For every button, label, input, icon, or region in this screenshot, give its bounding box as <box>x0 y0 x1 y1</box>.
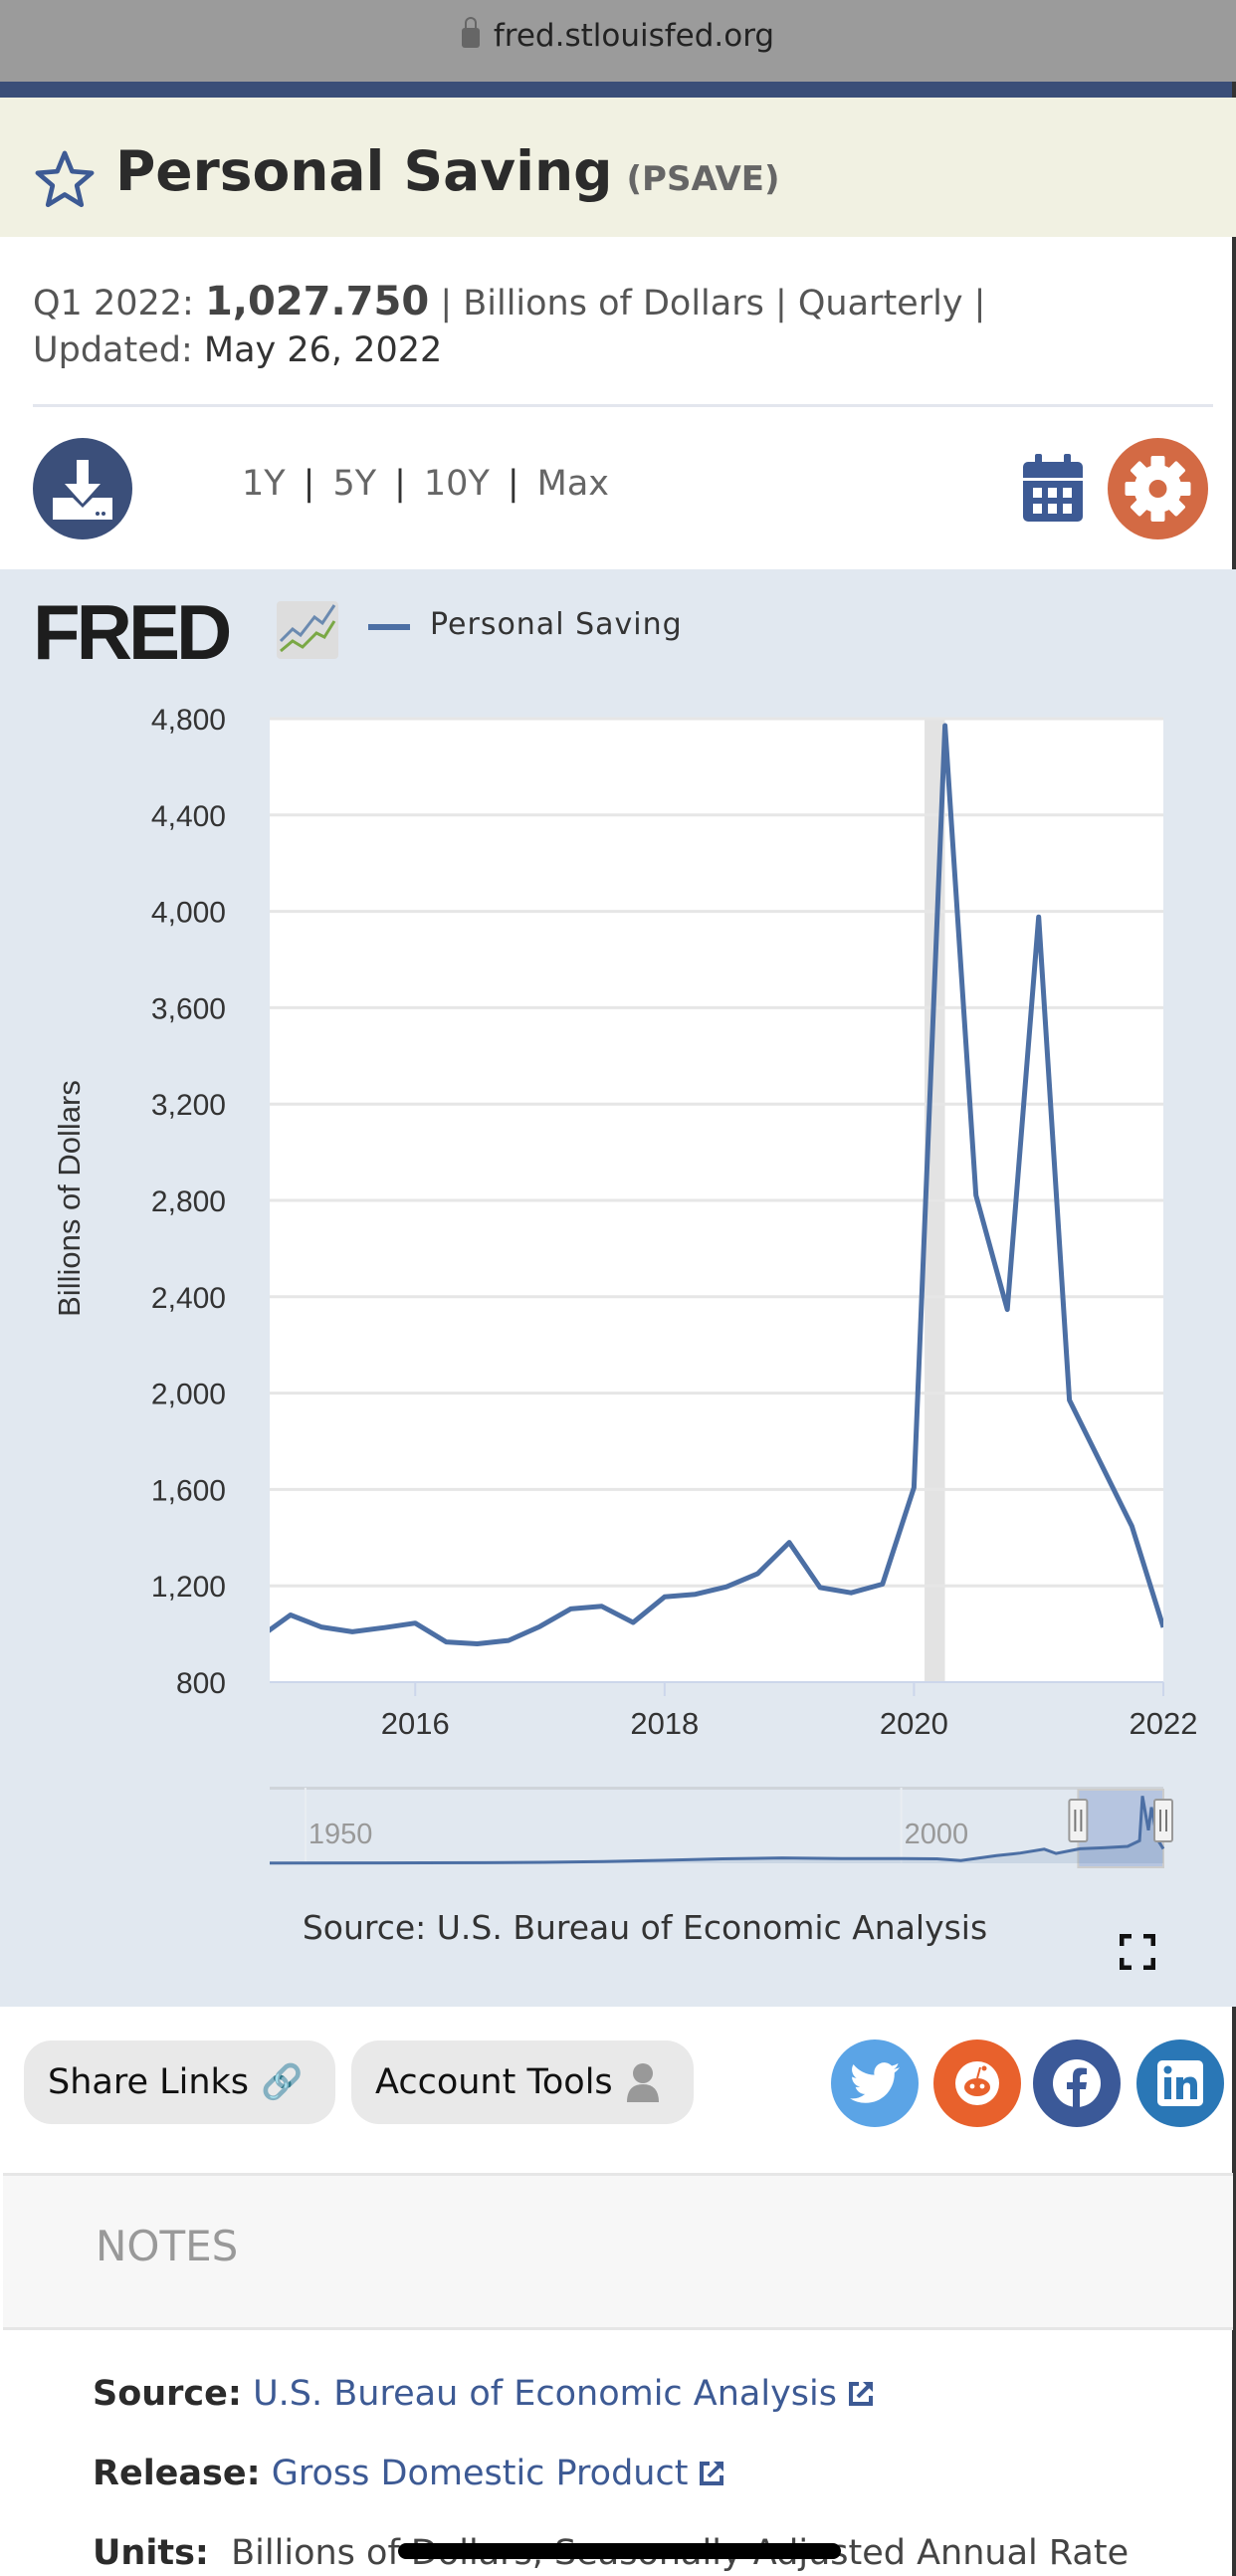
y-tick-label: 2,800 <box>151 1185 226 1218</box>
updated-label: Updated: <box>33 330 193 370</box>
download-icon <box>53 460 112 520</box>
top-strip <box>0 82 1236 98</box>
star-icon[interactable] <box>34 149 96 211</box>
navigator-tick-label: 2000 <box>905 1819 969 1850</box>
download-button[interactable] <box>33 438 132 539</box>
separator: | <box>394 464 406 504</box>
facebook-share-button[interactable] <box>1033 2039 1121 2127</box>
y-tick-label: 4,400 <box>151 800 226 833</box>
x-tick-label: 2018 <box>630 1706 699 1741</box>
y-tick-label: 800 <box>176 1667 226 1700</box>
x-tick-label: 2016 <box>381 1706 450 1741</box>
notes-title: NOTES <box>96 2222 239 2270</box>
account-tools-button[interactable]: Account Tools <box>351 2040 694 2124</box>
share-links-label: Share Links <box>48 2062 250 2102</box>
title-band <box>0 98 1236 237</box>
series-line-personal-saving <box>270 723 1163 1646</box>
y-tick-label: 1,200 <box>151 1571 226 1604</box>
range-max[interactable]: Max <box>536 464 609 504</box>
browser-address-bar[interactable] <box>0 0 1236 82</box>
units-label: Units: <box>93 2533 209 2573</box>
y-tick-label: 1,600 <box>151 1474 226 1507</box>
home-indicator[interactable] <box>398 2543 841 2559</box>
line-chart[interactable]: 800 1,200 1,600 2,000 2,400 2,800 3,200 3,600 4,… <box>0 569 1236 1903</box>
y-tick-label: 4,000 <box>151 897 226 930</box>
divider <box>33 404 1213 407</box>
reddit-icon <box>955 2061 999 2105</box>
url-display[interactable]: fred.stlouisfed.org <box>0 17 1236 54</box>
y-tick-label: 4,800 <box>151 704 226 737</box>
navigator-right-handle[interactable] <box>1153 1799 1173 1842</box>
reddit-share-button[interactable] <box>933 2039 1021 2127</box>
y-tick-label: 3,600 <box>151 992 226 1025</box>
legend-swatch <box>368 624 410 630</box>
release-label: Release: <box>93 2454 261 2493</box>
separator: | <box>303 464 315 504</box>
x-tick-label: 2020 <box>880 1706 948 1741</box>
url-text: fred.stlouisfed.org <box>493 18 775 54</box>
units-frequency: | Billions of Dollars | Quarterly | <box>440 284 986 323</box>
separator: | <box>507 464 519 504</box>
account-tools-label: Account Tools <box>375 2062 613 2102</box>
source-label: Source: <box>93 2374 242 2414</box>
user-icon <box>626 2063 659 2102</box>
notes-release: Release: Gross Domestic Product <box>93 2454 725 2493</box>
x-tick-label: 2022 <box>1130 1706 1198 1741</box>
y-tick-label: 2,000 <box>151 1379 226 1411</box>
navigator-area <box>270 1796 1163 1863</box>
facebook-icon <box>1053 2059 1101 2107</box>
external-link-icon[interactable] <box>698 2460 725 2487</box>
source-link[interactable]: U.S. Bureau of Economic Analysis <box>253 2374 837 2414</box>
y-axis-label: Billions of Dollars <box>52 1080 87 1317</box>
y-tick-label: 2,400 <box>151 1282 226 1315</box>
linkedin-share-button[interactable] <box>1136 2039 1224 2127</box>
twitter-share-button[interactable] <box>831 2039 919 2127</box>
navigator-top-border <box>270 1787 1163 1790</box>
series-id: (PSAVE) <box>626 159 780 199</box>
calendar-icon[interactable] <box>1021 452 1085 524</box>
chart-source: Source: U.S. Bureau of Economic Analysis <box>302 1908 988 1947</box>
lock-icon <box>461 17 480 48</box>
notes-source: Source: U.S. Bureau of Economic Analysis <box>93 2374 875 2414</box>
latest-observation: Q1 2022: 1,027.750 | Billions of Dollars… <box>33 279 985 324</box>
linkedin-icon <box>1157 2060 1203 2106</box>
release-link[interactable]: Gross Domestic Product <box>271 2454 689 2493</box>
notes-panel <box>3 2173 1233 2330</box>
chart-logo-icon <box>277 601 338 659</box>
external-link-icon[interactable] <box>847 2380 875 2408</box>
twitter-icon <box>850 2062 900 2103</box>
page-title: Personal Saving (PSAVE) <box>115 139 780 203</box>
date-range-selector: 1Y | 5Y | 10Y | Max <box>242 464 609 504</box>
updated-line: Updated: May 26, 2022 <box>33 330 442 370</box>
range-5y[interactable]: 5Y <box>332 464 377 504</box>
handle-body <box>1153 1799 1173 1842</box>
navigator-tick-label: 1950 <box>309 1819 373 1850</box>
range-10y[interactable]: 10Y <box>423 464 490 504</box>
gear-icon <box>1125 456 1191 522</box>
navigator-left-handle[interactable] <box>1068 1799 1089 1842</box>
navigator-series-line <box>269 1796 1165 1865</box>
observation-period: Q1 2022: <box>33 284 194 323</box>
fullscreen-icon[interactable] <box>1120 1934 1155 1970</box>
fred-logo: FRED <box>33 588 232 676</box>
observation-value: 1,027.750 <box>204 279 430 324</box>
legend-label: Personal Saving <box>430 607 683 642</box>
y-tick-label: 3,200 <box>151 1089 226 1122</box>
updated-date: May 26, 2022 <box>203 330 443 370</box>
share-links-button[interactable]: Share Links 🔗 <box>24 2040 335 2124</box>
settings-button[interactable] <box>1108 438 1208 539</box>
handle-body <box>1068 1799 1089 1842</box>
link-icon: 🔗 <box>261 2062 304 2102</box>
range-1y[interactable]: 1Y <box>242 464 286 504</box>
series-title: Personal Saving <box>115 139 613 203</box>
